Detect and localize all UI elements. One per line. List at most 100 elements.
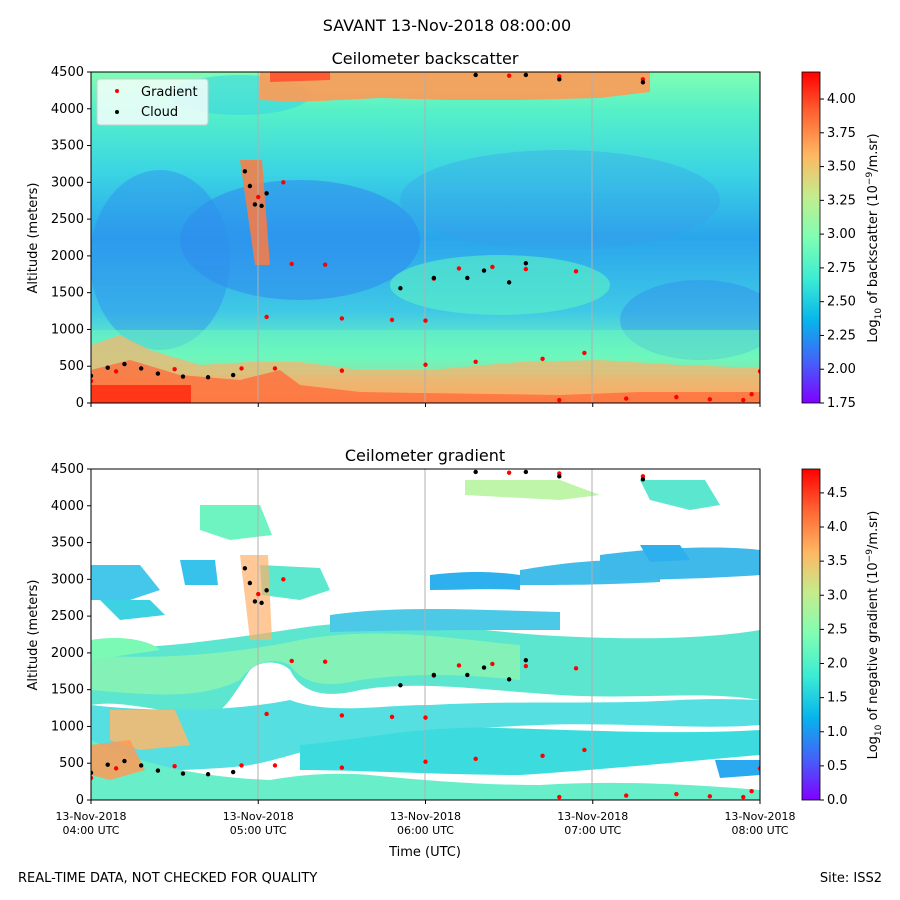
backscatter-colorbar-bar (801, 71, 821, 404)
gradient-marker (113, 369, 119, 374)
cloud-marker (205, 375, 211, 380)
colorbar-tick-label: 3.50 (827, 160, 856, 175)
cloud-marker (138, 763, 144, 768)
x-tick-label-time: 06:00 UTC (397, 824, 454, 837)
backscatter-colorbar-label: Log10 of backscatter (10−9/m.sr) (865, 133, 884, 342)
backscatter-x-ticks (90, 403, 761, 407)
gradient-marker (506, 470, 512, 475)
x-tick-label-time: 05:00 UTC (230, 824, 287, 837)
legend-cloud-marker (115, 110, 119, 114)
y-tick-label: 2000 (51, 249, 84, 264)
colorbar-tick-label: 2.75 (827, 261, 856, 276)
colorbar-tick-label: 1.0 (827, 725, 848, 740)
cloud-marker (252, 599, 258, 604)
gradient-marker (757, 766, 760, 771)
cloud-marker (230, 372, 236, 378)
gradient-marker (172, 366, 177, 372)
y-tick-label: 1500 (51, 286, 84, 301)
cloud-marker (465, 275, 470, 281)
gradient-marker (322, 262, 328, 267)
gradient-marker (557, 794, 562, 800)
cloud-marker (431, 275, 437, 281)
gradient-colorbar-bar (801, 468, 821, 801)
cloud-marker (481, 268, 487, 273)
y-tick-label: 0 (76, 793, 84, 808)
backscatter-title: Ceilometer backscatter (332, 49, 519, 68)
cloud-marker (259, 203, 264, 209)
gradient-marker (423, 362, 428, 367)
colorbar-tick-label: 4.00 (827, 92, 856, 107)
y-tick-label: 3000 (51, 175, 84, 190)
gradient-marker (573, 666, 579, 671)
cloud-marker (155, 371, 161, 376)
cloud-marker (205, 772, 211, 777)
gradient-marker (523, 266, 529, 272)
gradient-marker (506, 73, 512, 78)
gradient-marker (473, 756, 478, 762)
gradient-marker (707, 397, 713, 402)
colorbar-tick-label: 2.25 (827, 328, 856, 343)
gradient-y-ticks: 0 500 1000 1500 2000 2500 3000 3500 4000 4500 (51, 462, 91, 808)
cloud-marker (506, 677, 512, 682)
cloud-marker (523, 72, 529, 78)
cloud-marker (180, 771, 186, 776)
gradient-marker (339, 713, 345, 718)
cloud-marker (259, 600, 264, 606)
gradient-marker (423, 318, 428, 323)
gradient-marker (741, 397, 746, 403)
colorbar-tick-label: 2.0 (827, 657, 848, 672)
cloud-marker (506, 280, 512, 285)
y-tick-label: 500 (59, 756, 84, 771)
colorbar-tick-label: 1.5 (827, 691, 848, 706)
colorbar-tick-label: 1.75 (827, 396, 856, 411)
colorbar-tick-label: 2.50 (827, 295, 856, 310)
x-tick-label-time: 04:00 UTC (62, 824, 119, 837)
cloud-marker (242, 566, 248, 571)
x-tick-label-date: 13-Nov-2018 (724, 810, 795, 823)
cloud-marker (264, 191, 269, 196)
y-tick-label: 1500 (51, 683, 84, 698)
colorbar-tick-label: 2.00 (827, 362, 856, 377)
gradient-marker (256, 194, 261, 200)
gradient-marker (582, 747, 587, 753)
cloud-marker (264, 588, 269, 593)
gradient-marker (272, 366, 278, 371)
y-tick-label: 4000 (51, 499, 84, 514)
legend-gradient-label: Gradient (141, 85, 198, 100)
backscatter-colorbar: 1.75 2.00 2.25 2.50 2.75 3.00 3.25 3.50 3.75 4.00… (801, 71, 884, 411)
gradient-marker (239, 366, 244, 371)
backscatter-ylabel: Altitude (meters) (26, 183, 41, 294)
cloud-marker (398, 286, 403, 291)
gradient-marker (339, 316, 345, 321)
backscatter-vgrid (257, 72, 593, 403)
gradient-marker (272, 763, 278, 768)
colorbar-tick-label: 4.0 (827, 520, 848, 535)
y-tick-label: 4000 (51, 102, 84, 117)
y-tick-label: 2500 (51, 212, 84, 227)
legend: Gradient Cloud (96, 78, 209, 126)
cloud-marker (465, 672, 470, 678)
cloud-marker (138, 366, 144, 371)
gradient-marker (289, 658, 294, 664)
figure-suptitle: SAVANT 13-Nov-2018 08:00:00 (323, 16, 571, 35)
y-tick-label: 2500 (51, 609, 84, 624)
cloud-marker (247, 580, 253, 586)
cloud-marker (122, 361, 127, 367)
cloud-marker (473, 72, 478, 78)
footer-quality-note: REAL-TIME DATA, NOT CHECKED FOR QUALITY (18, 871, 317, 886)
y-tick-label: 1000 (51, 322, 84, 337)
gradient-marker (256, 591, 261, 597)
y-tick-label: 3500 (51, 536, 84, 551)
y-tick-label: 3500 (51, 139, 84, 154)
x-tick-label-date: 13-Nov-2018 (223, 810, 294, 823)
footer-site: Site: ISS2 (820, 871, 882, 886)
gradient-colorbar: 0.0 0.5 1.0 1.5 2.0 2.5 3.0 3.5 4.0 4.5 Log10 of … (801, 468, 884, 808)
gradient-colorbar-label: Log10 of negative gradient (10−9/m.sr) (865, 511, 884, 760)
y-tick-label: 0 (76, 396, 84, 411)
y-tick-label: 2000 (51, 646, 84, 661)
gradient-marker (624, 793, 629, 798)
cloud-marker (557, 77, 562, 82)
gradient-marker (749, 391, 754, 397)
gradient-marker (264, 711, 269, 717)
colorbar-tick-label: 4.5 (827, 486, 848, 501)
